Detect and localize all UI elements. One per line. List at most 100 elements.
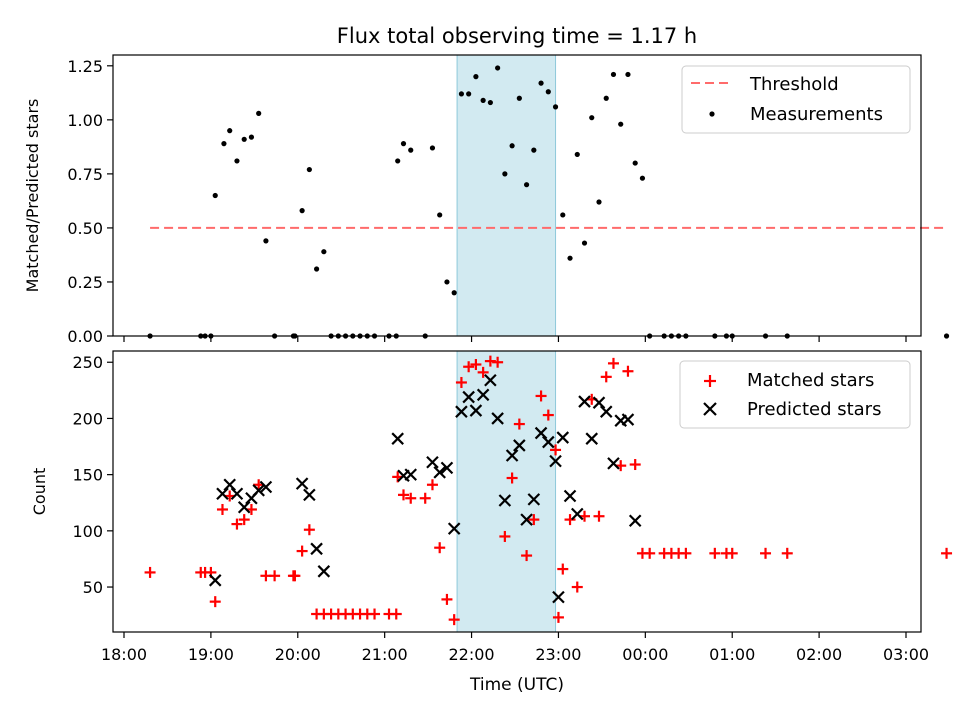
measurement-point xyxy=(943,333,950,339)
matched-star-point xyxy=(622,365,634,377)
count-y-axis: 50 100 150 200 250 xyxy=(72,353,113,597)
y-tick-label: 0.25 xyxy=(67,273,103,292)
predicted-star-point xyxy=(295,477,309,490)
matched-star-point xyxy=(600,371,612,383)
x-tick-label: 00:00 xyxy=(622,645,668,664)
predicted-star-point xyxy=(310,542,323,556)
observing-window-span xyxy=(456,54,557,337)
matched-star-point xyxy=(557,563,569,575)
matched-star-point xyxy=(209,596,221,608)
y-tick-label: 100 xyxy=(72,522,103,541)
measurement-point xyxy=(560,212,566,218)
legend-matched-label: Matched stars xyxy=(747,370,874,391)
measurement-point xyxy=(408,147,414,153)
measurement-point xyxy=(531,147,537,153)
count-plot-frame xyxy=(112,350,922,633)
matched-star-point xyxy=(231,518,243,530)
measurement-point xyxy=(444,279,450,285)
predicted-star-point xyxy=(585,432,599,445)
matched-star-point xyxy=(390,608,402,620)
predicted-stars-points xyxy=(208,373,642,604)
ratio-legend-box xyxy=(681,65,911,134)
measurement-point xyxy=(466,91,472,97)
matched-star-point xyxy=(426,479,438,491)
x-tick-label: 03:00 xyxy=(883,645,929,664)
predicted-star-point xyxy=(426,455,439,469)
predicted-star-point xyxy=(527,493,541,506)
matched-star-point xyxy=(564,514,576,526)
predicted-star-point xyxy=(223,478,236,492)
matched-star-point xyxy=(216,503,228,515)
matched-star-point xyxy=(726,547,738,559)
measurement-point xyxy=(395,158,401,164)
predicted-star-point xyxy=(513,439,526,452)
measurement-point xyxy=(480,97,486,103)
x-tick-label: 23:00 xyxy=(535,645,581,664)
predicted-star-point xyxy=(259,480,273,494)
matched-star-point xyxy=(419,492,431,504)
predicted-star-point xyxy=(447,522,461,535)
matched-star-point xyxy=(269,570,281,582)
legend-predicted-swatch xyxy=(703,402,717,416)
ratio-y-axis: 0.00 0.25 0.50 0.75 1.00 1.25 xyxy=(67,57,113,346)
x-tick-label: 20:00 xyxy=(275,645,321,664)
measurement-point xyxy=(429,145,436,151)
measurement-point xyxy=(603,95,609,101)
matched-star-point xyxy=(470,358,482,370)
count-legend-box xyxy=(679,360,911,429)
predicted-star-point xyxy=(440,461,454,475)
measurement-point xyxy=(495,65,501,71)
matched-star-point xyxy=(593,510,605,522)
measurement-point xyxy=(241,136,247,142)
x-tick-label: 21:00 xyxy=(362,645,408,664)
measurement-point xyxy=(639,175,646,181)
matched-star-point xyxy=(144,566,156,578)
matched-star-point xyxy=(521,550,533,562)
measurement-point xyxy=(451,290,457,296)
legend-predicted-label: Predicted stars xyxy=(747,399,881,420)
y-tick-label: 150 xyxy=(72,466,103,485)
matched-star-point xyxy=(499,530,511,542)
x-tick-label: 01:00 xyxy=(709,645,755,664)
matched-star-point xyxy=(550,444,562,456)
matched-star-point xyxy=(513,418,525,430)
matched-star-point xyxy=(484,355,496,367)
legend-measurements-swatch xyxy=(709,111,715,117)
matched-star-point xyxy=(552,611,564,623)
predicted-star-point xyxy=(556,431,570,444)
predicted-star-point xyxy=(592,396,606,409)
ratio-panel: 0.00 0.25 0.50 0.75 1.00 1.25 Matched/Predict… xyxy=(23,54,950,346)
time-x-axis-label: Time (UTC) xyxy=(469,675,564,695)
matched-star-point xyxy=(369,608,381,620)
predicted-star-point xyxy=(216,487,229,501)
measurement-point xyxy=(256,110,262,116)
measurement-point xyxy=(589,115,595,121)
measurement-point xyxy=(212,192,218,199)
matched-star-point xyxy=(607,357,619,369)
predicted-star-point xyxy=(208,574,222,587)
predicted-star-point xyxy=(469,404,483,417)
measurement-point xyxy=(400,141,407,147)
matched-star-point xyxy=(492,356,504,368)
predicted-star-point xyxy=(317,565,331,578)
measurement-point xyxy=(458,91,465,97)
matched-star-point xyxy=(455,376,467,388)
predicted-star-point xyxy=(391,432,404,445)
predicted-star-point xyxy=(505,449,519,462)
predicted-star-point xyxy=(484,373,497,387)
ratio-plot-frame xyxy=(112,54,922,337)
predicted-star-point xyxy=(476,388,490,402)
matched-star-point xyxy=(448,614,460,626)
predicted-star-point xyxy=(462,390,475,404)
measurement-point xyxy=(596,199,602,205)
matched-star-point xyxy=(296,545,308,557)
matched-star-point xyxy=(644,547,656,559)
count-panel: 50 100 150 200 250 18:00 19:00 20:00 21:00 22:00… xyxy=(30,350,953,695)
measurement-point xyxy=(552,104,559,110)
measurement-point xyxy=(618,121,624,127)
predicted-star-point xyxy=(404,468,418,481)
predicted-star-point xyxy=(628,514,642,528)
matched-star-point xyxy=(463,361,475,373)
matched-star-point xyxy=(477,366,489,378)
